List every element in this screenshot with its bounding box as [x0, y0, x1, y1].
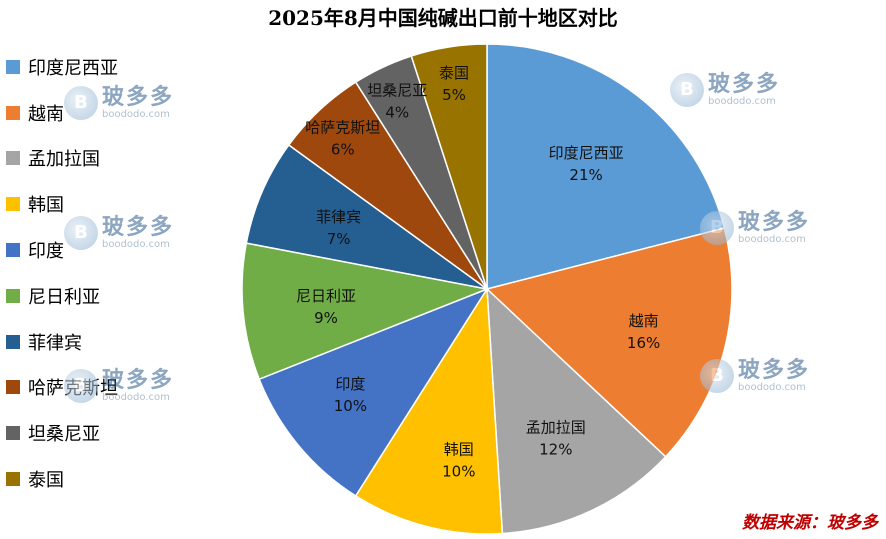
watermark-url: boododo.com — [102, 109, 170, 120]
pie-slice — [486, 287, 667, 535]
slice-name-label: 孟加拉国 — [526, 418, 586, 436]
pie-slice — [486, 43, 726, 290]
slice-percent-label: 16% — [627, 334, 660, 352]
watermark-4: B 玻多多 boododo.com — [670, 72, 780, 107]
slice-name-label: 印度 — [335, 375, 365, 393]
slice-name-label: 坦桑尼亚 — [367, 81, 427, 99]
watermark-3: B 玻多多 boododo.com — [64, 85, 174, 120]
legend-swatch — [6, 151, 20, 166]
legend-swatch — [6, 197, 20, 212]
legend-item: 韩国 — [6, 181, 118, 227]
slice-percent-label: 7% — [327, 230, 351, 248]
slice-name-label: 尼日利亚 — [296, 287, 356, 305]
pie-slice — [241, 242, 490, 381]
legend-item: 坦桑尼亚 — [6, 410, 118, 456]
legend-swatch — [6, 380, 20, 395]
watermark-brand: 玻多多 — [102, 84, 175, 110]
legend-label: 韩国 — [28, 195, 64, 217]
legend-label: 孟加拉国 — [28, 149, 100, 171]
legend-swatch — [6, 59, 20, 74]
slice-name-label: 韩国 — [444, 441, 474, 459]
slice-percent-label: 9% — [314, 309, 338, 327]
pie-slice — [410, 43, 488, 290]
watermark-url: boododo.com — [738, 382, 806, 393]
legend-swatch — [6, 334, 20, 349]
slice-name-label: 菲律宾 — [316, 208, 361, 226]
legend-item: 越南 — [6, 90, 118, 136]
watermark-brand: 玻多多 — [738, 357, 811, 383]
legend-swatch — [6, 426, 20, 441]
legend-item: 印度尼西亚 — [6, 44, 118, 90]
legend-item: 印度 — [6, 227, 118, 273]
slice-percent-label: 6% — [331, 140, 355, 158]
slice-percent-label: 5% — [442, 86, 466, 104]
legend-label: 泰国 — [28, 470, 64, 492]
watermark-logo: B — [700, 358, 734, 393]
legend-label: 印度尼西亚 — [28, 57, 118, 79]
watermark-url: boododo.com — [102, 392, 170, 403]
watermark-brand: 玻多多 — [738, 209, 811, 235]
slice-percent-label: 21% — [569, 166, 602, 184]
watermark-url: boododo.com — [738, 234, 806, 245]
legend-swatch — [6, 243, 20, 258]
slice-percent-label: 12% — [539, 440, 572, 458]
watermark-url: boododo.com — [102, 239, 170, 250]
watermark-brand: 玻多多 — [708, 71, 781, 97]
legend-label: 尼日利亚 — [28, 286, 100, 308]
legend-label: 菲律宾 — [28, 332, 82, 354]
data-source: 数据来源：玻多多 — [742, 513, 878, 533]
watermark-6: B 玻多多 boododo.com — [700, 358, 810, 393]
watermark-5: B 玻多多 boododo.com — [700, 210, 810, 245]
watermark-logo: B — [670, 72, 704, 107]
watermark-logo: B — [700, 210, 734, 245]
legend-label: 坦桑尼亚 — [28, 424, 100, 446]
legend-item: 尼日利亚 — [6, 273, 118, 319]
legend-swatch — [6, 105, 20, 120]
slice-percent-label: 10% — [442, 463, 475, 481]
legend-swatch — [6, 472, 20, 487]
legend-item: 泰国 — [6, 456, 118, 502]
watermark-logo: B — [64, 85, 98, 120]
watermark-1: B 玻多多 boododo.com — [64, 215, 174, 250]
slice-name-label: 越南 — [629, 312, 659, 330]
slice-name-label: 印度尼西亚 — [549, 144, 624, 162]
pie-slice — [258, 287, 489, 497]
slice-percent-label: 10% — [334, 397, 367, 415]
legend-item: 孟加拉国 — [6, 136, 118, 182]
watermark-brand: 玻多多 — [102, 214, 175, 240]
slice-name-label: 泰国 — [439, 64, 469, 82]
legend-swatch — [6, 288, 20, 303]
watermark-brand: 玻多多 — [102, 367, 175, 393]
watermark-logo: B — [64, 215, 98, 250]
slice-percent-label: 4% — [385, 103, 409, 121]
pie-slice — [354, 286, 504, 535]
watermark-url: boododo.com — [708, 96, 776, 107]
legend-item: 菲律宾 — [6, 319, 118, 365]
chart-title: 2025年8月中国纯碱出口前十地区对比 — [268, 6, 618, 30]
pie-slice — [245, 143, 488, 290]
pie-slice — [485, 227, 733, 458]
legend-label: 印度 — [28, 241, 64, 263]
slice-name-label: 哈萨克斯坦 — [305, 118, 380, 136]
watermark-logo: B — [64, 368, 98, 403]
legend-label: 越南 — [28, 103, 64, 125]
watermark-2: B 玻多多 boododo.com — [64, 368, 174, 403]
